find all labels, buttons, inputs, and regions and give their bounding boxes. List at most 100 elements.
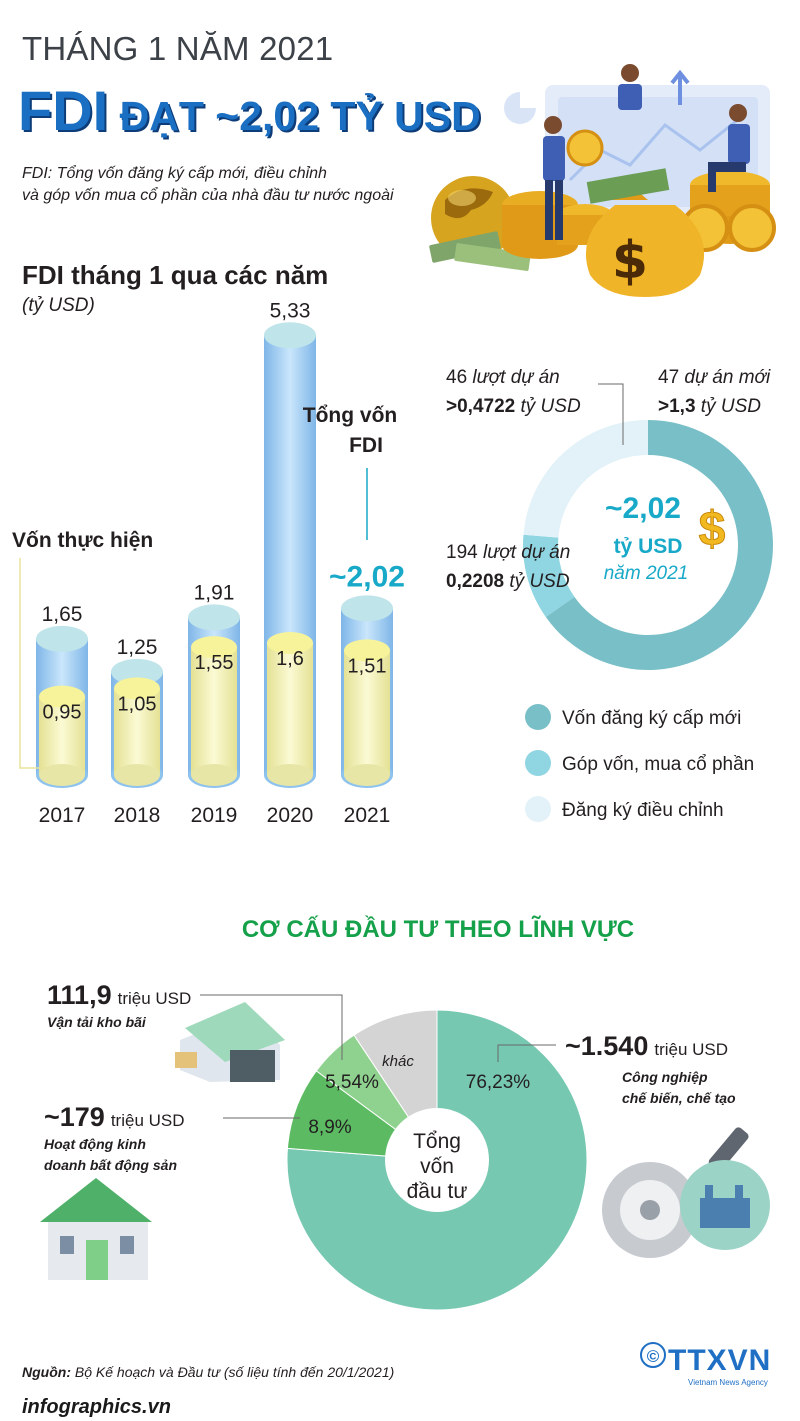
legend-swatch [525,796,551,822]
source-text: Bộ Kế hoạch và Đầu tư (số liệu tính đến … [70,1364,395,1380]
slice-value-unit: tỷ USD [521,396,581,417]
headline-main: FDI [18,79,109,142]
sector-slice-label: 76,23% [466,1072,531,1093]
donut-slice [523,534,575,618]
slice-value-number: >0,4722 [446,396,521,417]
total-bar-top [264,322,316,349]
slice-value-number: >1,3 [658,396,701,417]
house-door [86,1240,108,1280]
year-tick-label: 2019 [191,804,238,827]
sector-chart-title: CƠ CẤU ĐẦU TƯ THEO LĨNH VỰC [242,915,634,943]
fdi-definition-line2: và góp vốn mua cổ phần của nhà đầu tư nư… [22,187,394,204]
realized-value-label: 0,95 [43,702,82,724]
slice-value-label: 0,2208 tỷ USD [446,571,570,592]
total-value-label: 1,91 [194,581,235,604]
realized-bar-base [267,764,313,786]
donut-center-year: năm 2021 [604,563,689,584]
realized-value-label: 1,05 [118,693,157,715]
headline-rest: ĐẠT ~2,02 TỶ USD [108,93,481,139]
industry-amount-number: ~1.540 [565,1031,648,1061]
slice-count-label: 194 lượt dự án [446,542,570,563]
year-tick-label: 2021 [344,804,391,827]
legend-label: Vốn đăng ký cấp mới [562,708,741,729]
realized-bar-base [191,764,237,786]
total-annotation-line2: FDI [349,434,383,457]
gear-wrench-factory-icon [602,1127,770,1258]
realestate-amount-unit: triệu USD [111,1111,185,1130]
total-bar-top [36,625,88,652]
realized-bar-top [267,632,313,654]
year-tick-label: 2020 [267,804,314,827]
realized-value-label: 1,55 [195,652,234,674]
realized-bar-top [191,636,237,659]
total-annotation-line1: Tổng vốn [303,404,397,427]
slice-value-unit: tỷ USD [701,396,761,417]
slice-count-text: lượt dự án [472,367,559,388]
realestate-amount-number: ~179 [44,1102,105,1132]
transport-name: Vận tải kho bãi [47,1014,147,1030]
sector-center-label: đầu tư [407,1180,468,1203]
sector-slice [286,1009,588,1311]
factory-chimney [735,1185,743,1198]
bar-chart-title: FDI tháng 1 qua các năm [22,260,329,290]
legend-swatch [525,704,551,730]
slice-value-label: >1,3 tỷ USD [658,396,761,417]
slice-count-number: 194 [446,542,483,563]
total-value-label: 1,65 [42,603,83,626]
realized-value-label: 1,51 [348,655,387,677]
callout-line [497,1044,556,1062]
transport-amount-unit: triệu USD [118,989,192,1008]
realized-bar-2019 [191,647,237,775]
slice-count-text: lượt dự án [483,542,570,563]
callout-line [200,994,343,1060]
agency-subtitle: Vietnam News Agency [688,1378,768,1387]
realized-bar-base [114,764,160,786]
realized-annotation: Vốn thực hiện [12,529,153,552]
kicker-title: THÁNG 1 NĂM 2021 [22,30,334,67]
realized-bar-top [39,685,85,708]
sector-center-label: Tổng [413,1130,461,1153]
year-tick-label: 2018 [114,804,161,827]
fdi-definition-line1: FDI: Tổng vốn đăng ký cấp mới, điều chỉn… [22,165,327,182]
brand-link[interactable]: infographics.vn [22,1396,171,1418]
transport-amount: 111,9 triệu USD [47,980,191,1010]
donut-slice [523,420,648,538]
industry-amount-unit: triệu USD [654,1040,728,1059]
house-icon [40,1178,152,1280]
sector-slice-label: 5,54% [325,1072,379,1093]
slice-value-label: >0,4722 tỷ USD [446,396,581,417]
industry-name-line1: Công nghiệp [622,1069,708,1085]
donut-chart: ~2,02 tỷ USD năm 2021 $46 lượt dự án >0,4722… [446,367,773,822]
house-window [120,1236,134,1254]
total-bar-top [341,595,393,622]
total-value-label: ~2,02 [329,560,405,593]
realestate-name-line1: Hoạt động kinh [44,1136,146,1152]
warehouse-roof [185,1002,285,1062]
bar-chart: 1,65 0,95 2017 1,25 1,05 2018 1,91 1,55 2019 5,33… [12,299,405,827]
slice-count-text: dự án mới [684,367,771,388]
total-value-label: 5,33 [270,299,311,322]
factory-chimney [705,1185,713,1198]
transport-amount-number: 111,9 [47,980,112,1010]
warehouse-door [230,1050,275,1082]
legend-swatch [525,750,551,776]
agency-logo: TTXVN [668,1344,772,1377]
realized-annotation-line [19,558,50,769]
realestate-amount: ~179 triệu USD [44,1102,185,1132]
total-bar-top [111,658,163,685]
total-value-label: 1,25 [117,636,158,659]
slice-value-number: 0,2208 [446,571,509,592]
factory-body [700,1198,750,1228]
slice-value-unit: tỷ USD [509,571,569,592]
realestate-name-line2: doanh bất động sản [44,1157,177,1173]
warehouse-icon [175,1002,285,1082]
legend-label: Góp vốn, mua cổ phần [562,754,754,775]
warehouse-box [175,1052,197,1068]
bar-chart-unit: (tỷ USD) [22,295,95,316]
realized-bar-2021 [344,650,390,775]
year-tick-label: 2017 [39,804,86,827]
source-label: Nguồn: [22,1364,71,1380]
realized-value-label: 1,6 [276,648,304,670]
legend-label: Đăng ký điều chỉnh [562,800,724,821]
